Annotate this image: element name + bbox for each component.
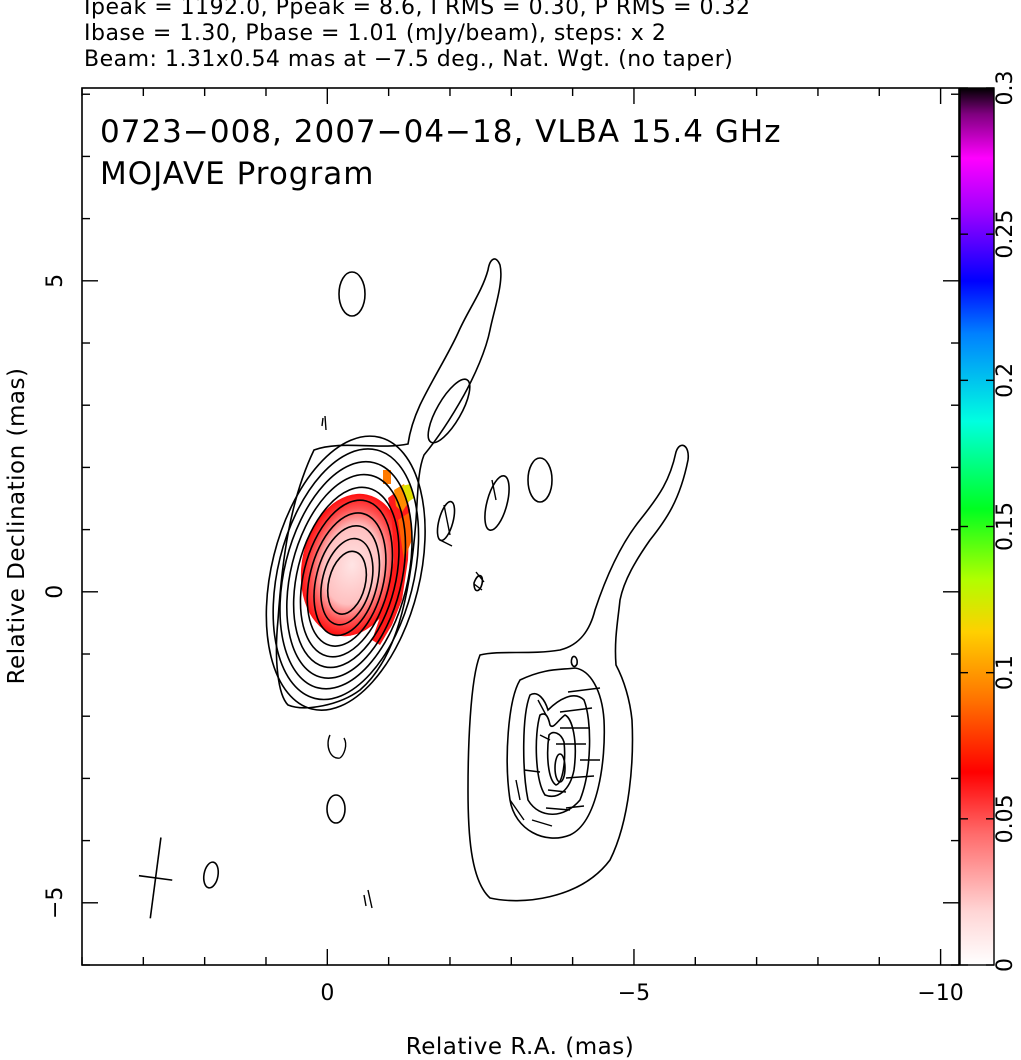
beam-minor-axis [138,874,173,881]
jet-contours [202,258,690,909]
y-tick-labels: −5 0 5 [43,274,68,919]
core-contour [265,435,426,711]
core-contour [306,512,387,647]
colorbar-tick-label: 0.2 [993,363,1018,398]
plot-frame [81,87,960,966]
core-contour [313,524,381,637]
colorbar-tick-label: 0.15 [993,502,1018,551]
colorbar-tick-label: 0.1 [993,655,1018,690]
plot-title-line-1: 0723−008, 2007−04−18, VLBA 15.4 GHz [100,114,781,150]
colorbar-tick-labels: 0 0.05 0.1 0.15 0.2 0.25 0.3 [993,71,1018,973]
polarization-vectors [439,479,601,827]
core-contour [320,537,374,626]
core-contour [279,460,413,690]
header-line-3: Beam: 1.31x0.54 mas at −7.5 deg., Nat. W… [84,47,734,72]
y-tick-label: 5 [43,274,68,288]
colorbar-tick-label: 0 [993,958,1018,972]
core-contour [299,499,394,658]
core-contour [272,448,420,701]
frame-ticks [81,88,959,966]
colorbar-ticks [960,87,994,966]
beam-cross [138,837,173,919]
y-axis-title: Relative Declination (mas) [4,368,30,685]
plot-title-line-2: MOJAVE Program [100,156,374,192]
x-tick-label: 0 [320,981,334,1006]
core-contours [265,435,426,711]
colorbar-tick-label: 0.25 [993,210,1018,259]
x-tick-label: −5 [618,981,650,1006]
x-tick-labels: 0 −5 −10 [320,981,964,1006]
header-line-1: Ipeak = 1192.0, Ppeak = 8.6, I RMS = 0.3… [84,0,751,20]
core-contour [326,550,368,615]
colorbar-tick-label: 0.3 [993,71,1018,106]
y-tick-label: 0 [43,585,68,599]
x-axis-title: Relative R.A. (mas) [406,1034,634,1060]
core-contour [292,486,400,669]
y-tick-label: −5 [43,887,68,919]
colorbar-tick-label: 0.05 [993,794,1018,843]
core-contour [286,473,407,679]
header-line-2: Ibase = 1.30, Pbase = 1.01 (mJy/beam), s… [84,21,667,46]
x-tick-label: −10 [917,981,963,1006]
